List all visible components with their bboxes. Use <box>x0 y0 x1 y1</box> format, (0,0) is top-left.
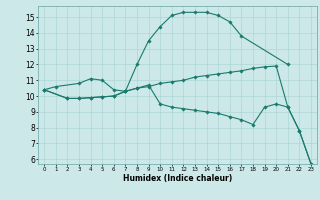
X-axis label: Humidex (Indice chaleur): Humidex (Indice chaleur) <box>123 174 232 183</box>
